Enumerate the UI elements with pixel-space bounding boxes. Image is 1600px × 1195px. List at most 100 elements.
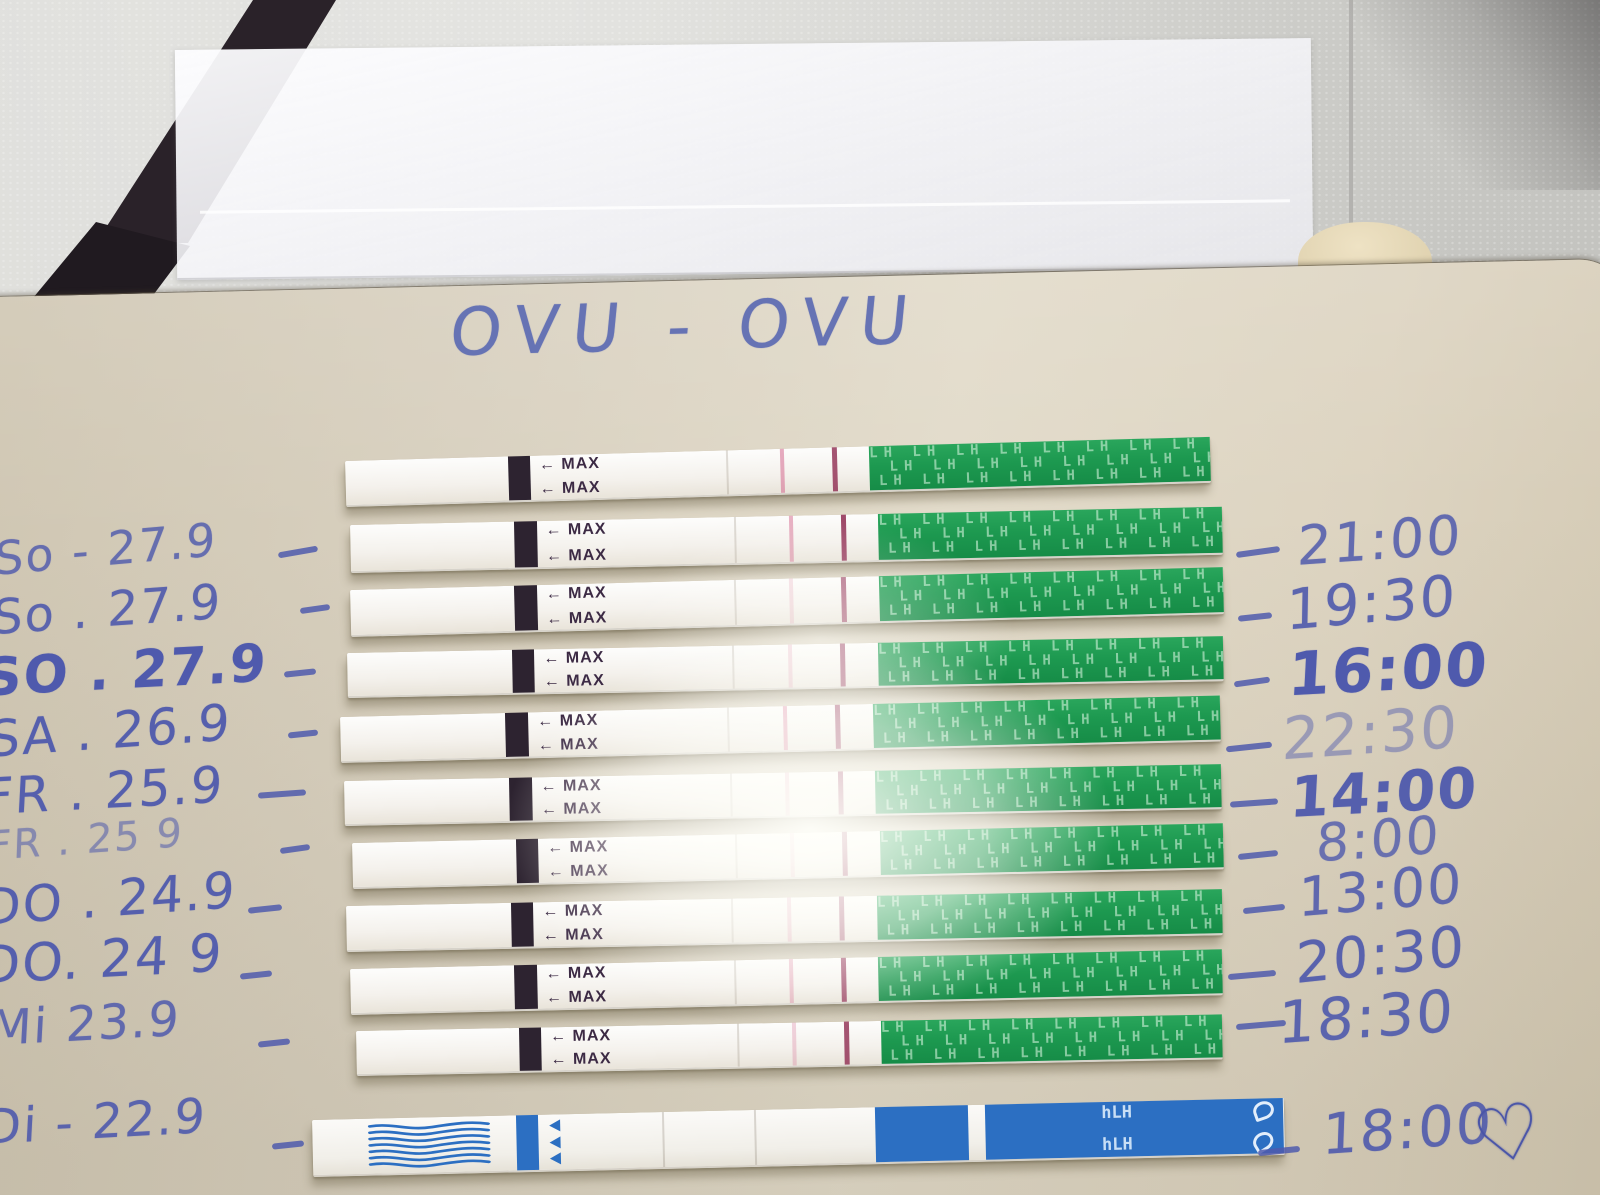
test-line <box>788 578 795 624</box>
max-label: ← MAX <box>545 964 607 983</box>
max-label: ← MAX <box>539 479 601 498</box>
membrane-seam <box>729 773 733 817</box>
strip-handle: LH LH LH LH LH LH LH LH LH LH LH LH LH L… <box>878 506 1223 560</box>
triangle-icon <box>549 1152 562 1165</box>
control-line <box>840 643 846 687</box>
blue-handle: hLH hLH <box>984 1097 1285 1160</box>
max-labels-group: ← MAX ← MAX <box>537 711 600 755</box>
max-label: ← MAX <box>537 735 600 755</box>
strip-handle: LH LH LH LH LH LH LH LH LH LH LH LH LH L… <box>875 764 1222 814</box>
max-label: ← MAX <box>543 672 605 691</box>
max-labels-group: ← MAX ← MAX <box>538 455 601 498</box>
max-labels-group: ← MAX ← MAX <box>547 838 609 881</box>
membrane-seam <box>727 707 731 752</box>
max-labels-group: ← MAX ← MAX <box>545 584 608 629</box>
max-label: ← MAX <box>542 926 604 945</box>
max-bar <box>511 649 536 693</box>
blue-block-solid <box>874 1105 970 1163</box>
test-line <box>788 515 794 562</box>
time-label: 13:00 <box>1297 851 1464 930</box>
max-bar <box>505 712 530 757</box>
test-line <box>791 1022 797 1066</box>
max-bar <box>510 902 535 947</box>
max-label: ← MAX <box>545 988 608 1007</box>
plastic-sleeve <box>174 38 1314 280</box>
membrane-seam <box>733 516 737 563</box>
max-label: ← MAX <box>538 455 601 474</box>
max-labels-group: ← MAX ← MAX <box>542 902 604 945</box>
strip-handle: LH LH LH LH LH LH LH LH LH LH LH LH LH L… <box>879 823 1224 876</box>
max-label: ← MAX <box>547 838 609 857</box>
control-line <box>840 957 847 1002</box>
membrane-seam <box>736 1023 740 1067</box>
membrane-seam <box>732 645 736 689</box>
max-bar <box>507 455 532 501</box>
strip-handle: LH LH LH LH LH LH LH LH LH LH LH LH LH L… <box>878 949 1223 1002</box>
time-label: 18:30 <box>1277 976 1457 1058</box>
strip-handle: LH LH LH LH LH LH LH LH LH LH LH LH LH L… <box>877 636 1224 686</box>
control-line <box>835 704 842 749</box>
max-label: ← MAX <box>547 862 609 881</box>
max-label: ← MAX <box>537 711 599 731</box>
test-line <box>786 897 792 942</box>
max-label: ← MAX <box>542 902 604 921</box>
strip-body: hLH hLH <box>312 1097 1286 1177</box>
max-labels-group: ← MAX ← MAX <box>540 777 603 819</box>
date-label: Mi 23.9 <box>0 990 183 1058</box>
date-label: Di - 22.9 <box>0 1088 209 1156</box>
control-line <box>840 514 847 561</box>
page-title: OVU - OVU <box>446 281 925 372</box>
max-label: ← MAX <box>545 546 608 566</box>
strip-handle: LH LH LH LH LH LH LH LH LH LH LH LH LH L… <box>876 889 1223 940</box>
blue-bar <box>516 1114 540 1171</box>
max-label: ← MAX <box>540 777 602 796</box>
max-label: ← MAX <box>545 520 607 540</box>
control-line <box>839 896 845 941</box>
max-labels-group: ← MAX ← MAX <box>543 649 605 691</box>
max-bar <box>518 1027 543 1071</box>
test-strip: hLH hLH <box>312 1097 1286 1177</box>
test-line <box>787 644 793 688</box>
membrane-seam <box>661 1112 666 1168</box>
membrane-seam <box>733 579 738 625</box>
control-line <box>831 447 839 492</box>
max-label: ← MAX <box>543 649 605 668</box>
wave-pattern <box>366 1120 493 1170</box>
membrane-seam <box>733 960 737 1005</box>
test-line <box>785 772 790 816</box>
max-bar <box>515 838 540 884</box>
corner-shadow <box>1330 0 1600 190</box>
membrane-seam <box>731 898 735 943</box>
strip-handle: LH LH LH LH LH LH LH LH LH LH LH LH LH L… <box>878 567 1224 622</box>
membrane-seam <box>725 450 729 495</box>
membrane-seam <box>735 834 739 879</box>
strip-handle: LH LH LH LH LH LH LH LH LH LH LH LH LH L… <box>880 1014 1223 1064</box>
control-line <box>837 771 844 815</box>
max-label: ← MAX <box>549 1027 612 1046</box>
strip-handle: LH LH LH LH LH LH LH LH LH LH LH LH LH L… <box>873 695 1221 748</box>
date-label: DO. 24 9 <box>0 923 226 997</box>
test-line <box>789 832 795 878</box>
max-bar <box>513 521 538 568</box>
triangle-icon <box>549 1135 561 1149</box>
max-label: ← MAX <box>545 584 607 604</box>
time-label: 19:30 <box>1285 563 1458 644</box>
max-bar <box>508 777 533 821</box>
test-line <box>779 448 786 493</box>
max-bar <box>513 964 538 1010</box>
test-line <box>782 706 788 751</box>
triangle-column <box>549 1117 575 1167</box>
triangle-icon <box>549 1119 561 1132</box>
max-label: ← MAX <box>546 609 608 629</box>
date-label: FR . 25.9 <box>0 755 226 827</box>
control-line <box>843 1021 850 1065</box>
control-line <box>842 831 849 876</box>
max-labels-group: ← MAX ← MAX <box>549 1027 612 1068</box>
max-label: ← MAX <box>540 800 603 819</box>
strip-handle: LH LH LH LH LH LH LH LH LH LH LH LH LH L… <box>868 436 1211 491</box>
test-line <box>788 958 794 1004</box>
max-labels-group: ← MAX ← MAX <box>545 964 608 1007</box>
max-labels-group: ← MAX ← MAX <box>545 520 608 566</box>
membrane-seam <box>754 1109 758 1165</box>
